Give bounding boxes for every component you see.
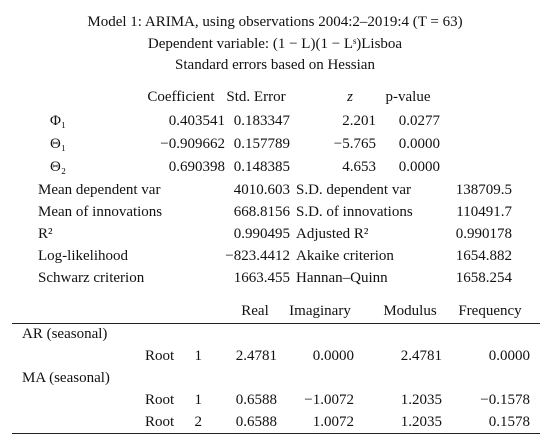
column-header: Frequency: [458, 303, 522, 319]
cell: −0.1578: [480, 392, 530, 408]
subtitle: Standard errors based on Hessian: [175, 57, 375, 73]
stat-value: 668.8156: [233, 204, 290, 220]
stat-value: 1654.882: [455, 248, 512, 264]
stat-label: Akaike criterion: [296, 248, 394, 264]
cell: 0.6588: [235, 392, 277, 408]
cell: 1.2035: [400, 392, 442, 408]
stat-label: Schwarz criterion: [38, 270, 145, 286]
cell: 0.157789: [233, 136, 290, 152]
row-label: Root: [145, 392, 175, 408]
stat-value: −823.4412: [225, 248, 290, 264]
stat-label: Adjusted R²: [296, 226, 369, 242]
column-header: p-value: [385, 89, 431, 105]
cell: 0.0000: [312, 348, 354, 364]
column-header: z: [347, 89, 353, 105]
row-label: Root: [145, 348, 175, 364]
cell: 1.2035: [400, 414, 442, 430]
cell: 1.0072: [312, 414, 354, 430]
table-rule: [12, 323, 540, 324]
stat-label: R²: [38, 226, 53, 242]
cell: 0.1578: [488, 414, 530, 430]
cell: 0.148385: [233, 159, 290, 175]
cell: 0.690398: [168, 159, 225, 175]
row-index: 1: [194, 348, 203, 364]
stat-value: 0.990495: [233, 226, 290, 242]
stat-value: 0.990178: [455, 226, 512, 242]
row-label: Θ₂: [50, 159, 67, 175]
cell: 0.0000: [398, 136, 440, 152]
stat-value: 1663.455: [233, 270, 290, 286]
cell: 0.0000: [398, 159, 440, 175]
stat-value: 110491.7: [456, 204, 512, 220]
cell: 0.183347: [233, 113, 290, 129]
stat-label: Mean dependent var: [38, 182, 161, 198]
cell: −1.0072: [304, 392, 354, 408]
cell: 2.4781: [235, 348, 277, 364]
cell: 0.0277: [398, 113, 440, 129]
row-label: Φ₁: [50, 113, 67, 129]
stat-label: S.D. dependent var: [296, 182, 411, 198]
row-index: 2: [194, 414, 203, 430]
cell: −0.909662: [160, 136, 225, 152]
row-index: 1: [194, 392, 203, 408]
column-header: Imaginary: [289, 303, 351, 319]
stat-label: Log-likelihood: [38, 248, 128, 264]
cell: 0.6588: [235, 414, 277, 430]
column-header: Real: [241, 303, 269, 319]
stat-value: 4010.603: [233, 182, 290, 198]
row-label: Θ₁: [50, 136, 67, 152]
stat-label: Mean of innovations: [38, 204, 163, 220]
group-label: MA (seasonal): [22, 370, 110, 386]
stat-value: 138709.5: [455, 182, 512, 198]
cell: 0.403541: [168, 113, 225, 129]
subtitle: Dependent variable: (1 − L)(1 − Lˢ)Lisbo…: [147, 36, 403, 52]
table-rule: [12, 433, 540, 434]
cell: 0.0000: [488, 348, 530, 364]
cell: 2.201: [342, 113, 376, 129]
row-label: Root: [145, 414, 175, 430]
group-label: AR (seasonal): [22, 326, 108, 342]
cell: 2.4781: [400, 348, 442, 364]
title: Model 1: ARIMA, using observations 2004:…: [87, 14, 463, 30]
stat-label: Hannan–Quinn: [296, 270, 388, 286]
column-header: Coefficient: [147, 89, 215, 105]
cell: −5.765: [333, 136, 376, 152]
column-header: Modulus: [383, 303, 437, 319]
stat-label: S.D. of innovations: [296, 204, 413, 220]
cell: 4.653: [342, 159, 376, 175]
column-header: Std. Error: [226, 89, 286, 105]
stat-value: 1658.254: [455, 270, 512, 286]
